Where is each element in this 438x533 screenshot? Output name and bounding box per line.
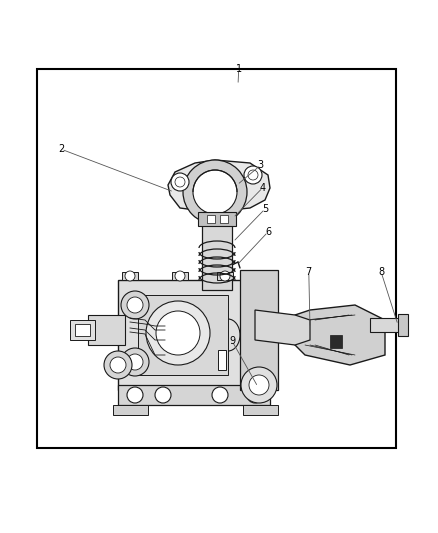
Polygon shape — [88, 315, 125, 345]
Polygon shape — [243, 405, 278, 415]
Text: 6: 6 — [265, 227, 271, 237]
Circle shape — [212, 387, 228, 403]
Circle shape — [127, 354, 143, 370]
Polygon shape — [122, 272, 138, 280]
Polygon shape — [198, 212, 236, 226]
Circle shape — [110, 357, 126, 373]
Text: 8: 8 — [378, 267, 384, 277]
Text: 7: 7 — [306, 267, 312, 277]
Polygon shape — [202, 205, 232, 290]
Circle shape — [127, 297, 143, 313]
Circle shape — [127, 387, 143, 403]
Polygon shape — [113, 405, 148, 415]
Polygon shape — [398, 314, 408, 336]
Circle shape — [249, 375, 269, 395]
Polygon shape — [75, 324, 90, 336]
Polygon shape — [218, 350, 226, 370]
Polygon shape — [118, 385, 270, 405]
Polygon shape — [118, 280, 255, 390]
Circle shape — [175, 271, 185, 281]
Text: 2: 2 — [58, 144, 64, 154]
Circle shape — [171, 173, 189, 191]
Text: 3: 3 — [258, 160, 264, 170]
Polygon shape — [330, 335, 342, 348]
Polygon shape — [240, 270, 278, 390]
Polygon shape — [138, 295, 228, 375]
Circle shape — [193, 170, 237, 214]
Circle shape — [241, 367, 277, 403]
Circle shape — [121, 348, 149, 376]
Polygon shape — [370, 318, 400, 332]
Polygon shape — [220, 215, 228, 223]
Polygon shape — [255, 310, 310, 345]
Circle shape — [183, 160, 247, 224]
Polygon shape — [290, 305, 385, 365]
Circle shape — [247, 387, 263, 403]
Polygon shape — [70, 320, 95, 340]
Circle shape — [104, 351, 132, 379]
Text: 1: 1 — [236, 64, 242, 74]
Text: 5: 5 — [262, 204, 268, 214]
Circle shape — [155, 387, 171, 403]
Polygon shape — [217, 272, 233, 280]
Circle shape — [121, 291, 149, 319]
Circle shape — [156, 311, 200, 355]
Text: 4: 4 — [260, 183, 266, 192]
Text: 9: 9 — [229, 336, 235, 346]
Circle shape — [220, 271, 230, 281]
Polygon shape — [172, 272, 188, 280]
Circle shape — [175, 177, 185, 187]
Polygon shape — [207, 215, 215, 223]
Circle shape — [146, 301, 210, 365]
Polygon shape — [168, 160, 270, 212]
Circle shape — [244, 166, 262, 184]
Circle shape — [248, 170, 258, 180]
Circle shape — [125, 271, 135, 281]
